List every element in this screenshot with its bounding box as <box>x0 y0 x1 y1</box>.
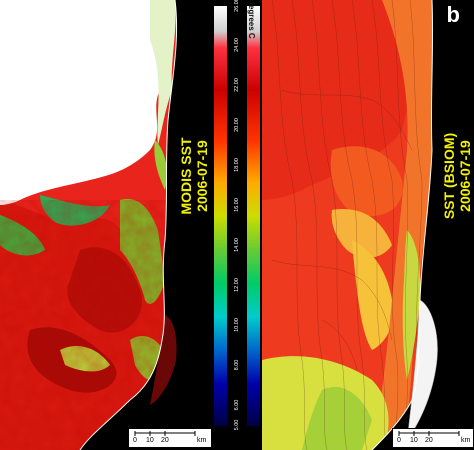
coastal-green-strip <box>154 140 167 190</box>
colorbar-tick-label: 26.00 <box>234 0 240 12</box>
scale-a-label-20: 20 <box>161 437 169 444</box>
colorbar-tick-label: 5.00 <box>234 419 240 431</box>
scale-b-label-0: 0 <box>397 437 401 444</box>
scale-a-label-0: 0 <box>133 437 137 444</box>
colorbar-tick-label: 14.00 <box>234 238 240 252</box>
panel-b-title-line1: SST (BSIOM) <box>441 132 457 220</box>
temperature-colorbar: 26.00 24.00 22.00 20.00 18.00 16.00 14.00 12.00… <box>214 0 262 450</box>
colorbar-unit-label: degrees C <box>247 0 256 39</box>
land-mass <box>80 0 214 450</box>
colorbar-tick-label: 12.00 <box>234 278 240 292</box>
scale-b-unit: km <box>461 437 471 444</box>
colorbar-tick-label: 6.00 <box>234 399 240 411</box>
scale-b-label-20: 20 <box>425 437 433 444</box>
colorbar-tick-label: 10.00 <box>234 318 240 332</box>
bathymetry-contours <box>271 0 423 450</box>
colorbar-tick-label: 16.00 <box>234 198 240 212</box>
coastline <box>79 0 178 450</box>
map-panel-modis <box>0 0 214 450</box>
panel-a-title-line1: MODIS SST <box>178 137 194 215</box>
coastal-upwelling-band <box>372 0 433 450</box>
colorbar-tick-label: 18.00 <box>234 158 240 172</box>
modis-sst-map <box>0 0 214 450</box>
panel-label-a: a <box>6 2 19 27</box>
colorbar-tick-labels: 26.00 24.00 22.00 20.00 18.00 16.00 14.00 12.00… <box>228 0 246 450</box>
colorbar-tick-label: 22.00 <box>234 78 240 92</box>
cloud-cover <box>0 0 165 205</box>
land-mass <box>372 0 474 450</box>
cloud-edge <box>150 0 176 145</box>
colorbar-tick-label: 20.00 <box>234 118 240 132</box>
colorbar-strip-left <box>214 6 227 426</box>
lagoon <box>406 299 438 441</box>
panel-b-title-line2: 2006-07-19 <box>457 140 473 212</box>
lagoon <box>150 315 177 405</box>
scale-bar-b: 0 10 20 km <box>392 428 474 448</box>
scale-a-label-10: 10 <box>146 437 154 444</box>
map-panel-bsiom <box>262 0 474 450</box>
scale-b-label-10: 10 <box>410 437 418 444</box>
cool-region-south <box>302 386 372 450</box>
colorbar-tick-label: 8.00 <box>234 359 240 371</box>
bsiom-sst-map <box>262 0 474 450</box>
warm-region-center <box>330 146 403 217</box>
coastal-cool-band <box>402 230 421 380</box>
panel-a-title: MODIS SST 2006-07-19 <box>178 116 210 236</box>
scale-bar-a: 0 10 20 km <box>128 428 212 448</box>
coastline <box>371 0 434 450</box>
panel-b-title: SST (BSIOM) 2006-07-19 <box>441 111 473 241</box>
colorbar-strip-right <box>247 6 260 426</box>
panel-a-title-line2: 2006-07-19 <box>194 140 210 212</box>
panel-label-b: b <box>446 2 460 27</box>
scale-a-unit: km <box>197 437 207 444</box>
colorbar-tick-label: 24.00 <box>234 38 240 52</box>
cool-tongue-south <box>352 240 393 350</box>
